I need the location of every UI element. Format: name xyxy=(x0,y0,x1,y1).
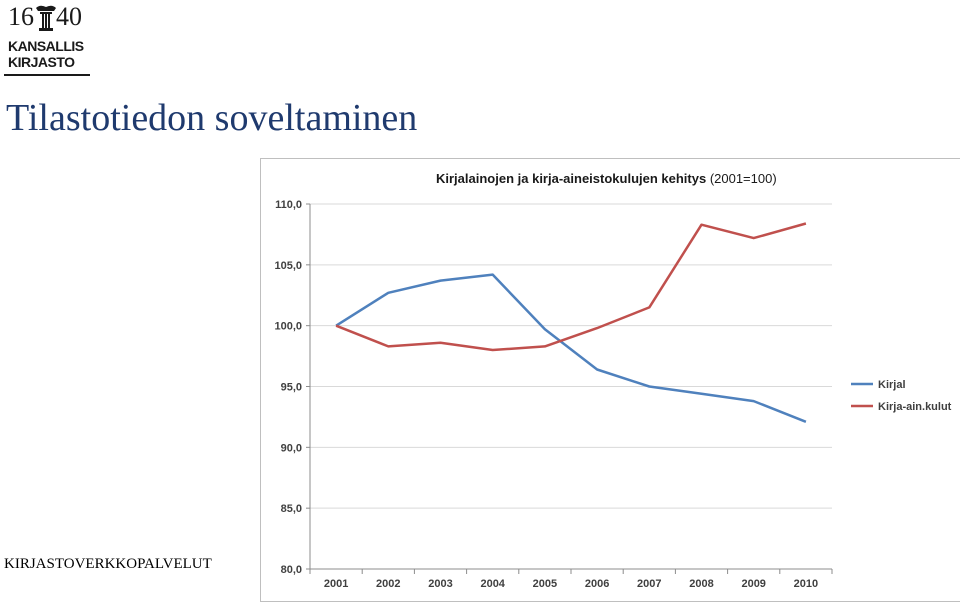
logo-line-2: KIRJASTO xyxy=(8,54,75,70)
x-tick-label: 2001 xyxy=(324,578,348,590)
y-tick-label: 85,0 xyxy=(281,503,302,515)
logo-rule xyxy=(4,74,90,76)
kansalliskirjasto-logo: 16 40 KANSALLIS KIRJASTO xyxy=(4,2,90,76)
chart-title: Kirjalainojen ja kirja-aineistokulujen k… xyxy=(436,171,777,186)
series-line-kirjal xyxy=(335,273,807,423)
y-tick-label: 90,0 xyxy=(281,442,302,454)
footer-label: KIRJASTOVERKKOPALVELUT xyxy=(4,556,212,572)
x-tick-label: 2009 xyxy=(741,578,765,590)
y-tick-label: 110,0 xyxy=(275,199,302,211)
column-emblem-icon xyxy=(36,5,56,31)
x-tick-label: 2010 xyxy=(794,578,818,590)
x-tick-label: 2002 xyxy=(376,578,400,590)
legend-label: Kirjal xyxy=(878,379,906,391)
x-tick-label: 2004 xyxy=(480,578,505,590)
x-tick-label: 2008 xyxy=(689,578,713,590)
x-tick-label: 2003 xyxy=(428,578,452,590)
y-tick-label: 80,0 xyxy=(281,564,302,576)
y-tick-label: 95,0 xyxy=(281,382,302,394)
y-tick-label: 100,0 xyxy=(274,321,302,333)
page-title: Tilastotiedon soveltaminen xyxy=(6,97,418,139)
logo-line-1: KANSALLIS xyxy=(8,38,84,54)
x-tick-label: 2006 xyxy=(585,578,609,590)
x-tick-label: 2007 xyxy=(637,578,661,590)
legend-label: Kirja-ain.kulut xyxy=(878,401,952,413)
line-chart: Kirjalainojen ja kirja-aineistokulujen k… xyxy=(274,171,952,590)
series-line-kirja-ain-kulut xyxy=(335,222,807,352)
logo-year-right: 40 xyxy=(56,2,82,31)
x-tick-label: 2005 xyxy=(533,578,557,590)
logo-year-left: 16 xyxy=(8,2,34,31)
chart-container: Kirjalainojen ja kirja-aineistokulujen k… xyxy=(260,158,960,602)
y-tick-label: 105,0 xyxy=(274,260,302,272)
